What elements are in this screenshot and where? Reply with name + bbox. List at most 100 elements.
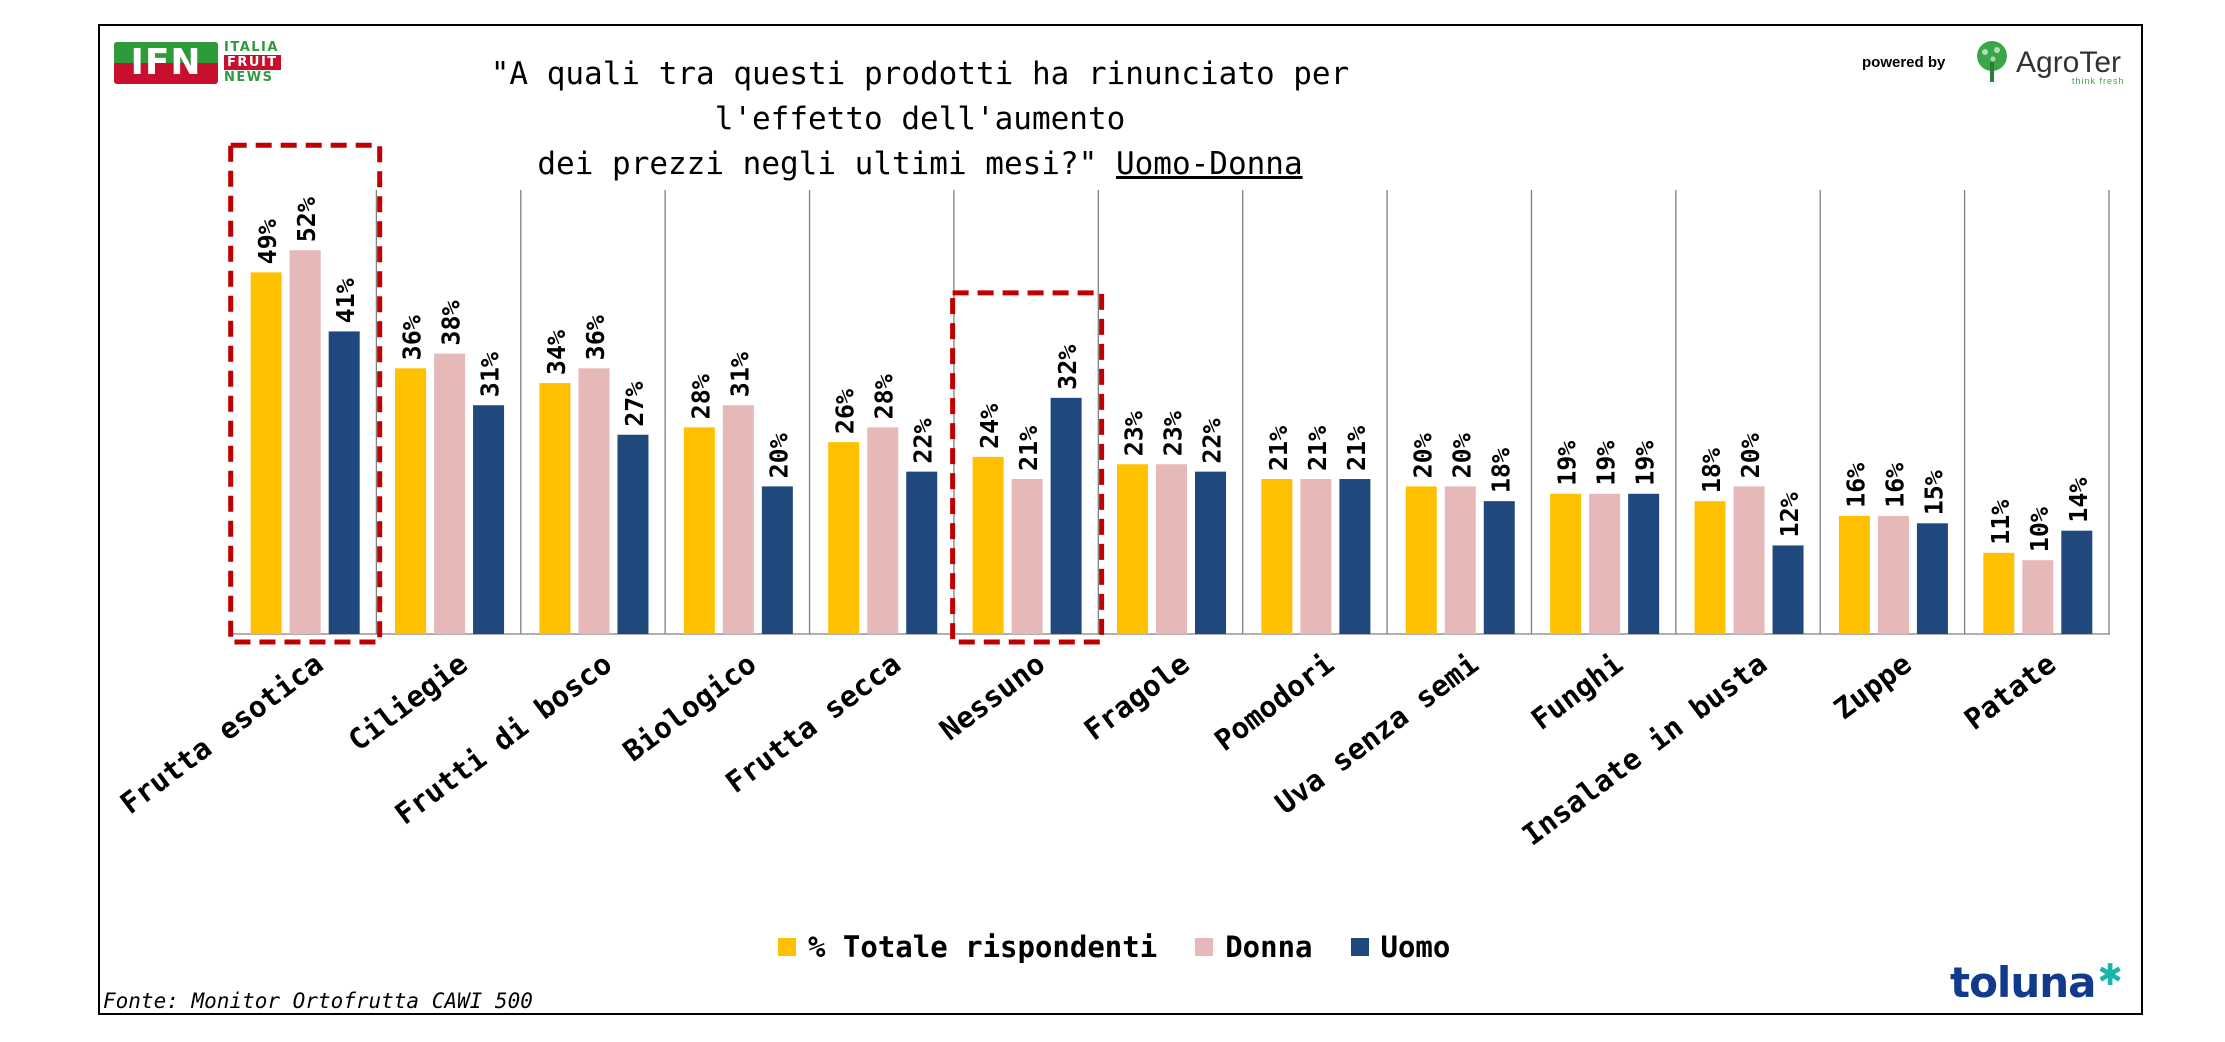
bar-totale	[539, 383, 571, 634]
bar-donna	[867, 427, 899, 634]
bar-donna	[1589, 493, 1621, 634]
data-label: 31%	[725, 352, 754, 397]
category-label: Ciliegie	[342, 646, 474, 757]
data-label: 41%	[331, 278, 360, 323]
data-label: 22%	[909, 418, 938, 463]
data-label: 21%	[1303, 426, 1332, 471]
category-label: Pomodori	[1208, 646, 1340, 757]
data-label: 23%	[1159, 411, 1188, 456]
category-label: Biologico	[617, 646, 763, 768]
data-label: 23%	[1120, 411, 1149, 456]
data-label: 14%	[2064, 478, 2093, 523]
bar-totale	[1838, 515, 1870, 634]
data-label: 52%	[292, 197, 321, 242]
bar-totale	[683, 427, 715, 634]
bar-uomo	[1916, 523, 1948, 634]
data-label: 22%	[1198, 418, 1227, 463]
data-label: 31%	[476, 352, 505, 397]
bar-donna	[1444, 486, 1476, 634]
data-label: 19%	[1553, 441, 1582, 486]
data-label: 26%	[831, 389, 860, 434]
data-label: 15%	[1919, 470, 1948, 515]
chart-title-underlined: Uomo-Donna	[1115, 146, 1303, 182]
legend-swatch-uomo	[1350, 938, 1369, 956]
chart-title-line1: "A quali tra questi prodotti ha rinuncia…	[490, 56, 1350, 137]
data-label: 24%	[975, 404, 1004, 449]
data-label: 21%	[1342, 426, 1371, 471]
legend-swatch-donna	[1195, 938, 1214, 956]
data-label: 28%	[686, 374, 715, 419]
data-label: 10%	[2025, 507, 2054, 552]
bar-totale	[1261, 479, 1293, 634]
category-label: Funghi	[1525, 646, 1629, 736]
category-label: Patate	[1958, 646, 2062, 736]
data-label: 21%	[1014, 426, 1043, 471]
bar-donna	[1300, 479, 1332, 634]
data-label: 49%	[253, 219, 282, 264]
data-label: 20%	[1736, 433, 1765, 478]
data-label: 18%	[1486, 448, 1515, 493]
bar-uomo	[1339, 479, 1371, 634]
bar-donna	[1011, 479, 1043, 634]
bar-uomo	[1628, 493, 1660, 634]
data-label: 12%	[1775, 492, 1804, 537]
bar-totale	[1550, 493, 1582, 634]
data-label: 11%	[1986, 500, 2015, 545]
bar-totale	[1983, 552, 2015, 634]
bar-donna	[578, 368, 610, 634]
bar-donna	[434, 353, 466, 634]
bar-totale	[828, 442, 860, 634]
category-label: Fragole	[1078, 646, 1196, 747]
bar-uomo	[1772, 545, 1804, 634]
data-label: 20%	[764, 433, 793, 478]
star-icon: ✱	[2097, 958, 2122, 993]
legend-label-uomo: Uomo	[1380, 930, 1451, 964]
toluna-logo: toluna✱	[1950, 958, 2123, 1007]
legend-item-uomo: Uomo	[1350, 930, 1451, 964]
legend-label-donna: Donna	[1225, 930, 1313, 964]
bar-uomo	[761, 486, 793, 634]
bar-uomo	[473, 405, 505, 634]
bar-uomo	[1050, 397, 1082, 634]
bar-uomo	[617, 434, 649, 634]
data-label: 36%	[398, 315, 427, 360]
legend-label-totale: % Totale rispondenti	[808, 930, 1158, 964]
legend-swatch-totale	[778, 938, 796, 956]
bar-donna	[289, 250, 321, 635]
data-label: 38%	[437, 300, 466, 345]
data-label: 16%	[1880, 463, 1909, 508]
data-label: 27%	[620, 382, 649, 427]
data-label: 20%	[1447, 433, 1476, 478]
powered-by-label: powered by	[1862, 54, 1946, 71]
bar-uomo	[2061, 530, 2093, 634]
data-label: 28%	[870, 374, 899, 419]
agroter-wordmark: AgroTer	[2016, 46, 2122, 79]
bar-donna	[1877, 515, 1909, 634]
chart-title: "A quali tra questi prodotti ha rinuncia…	[400, 52, 1440, 187]
bar-uomo	[1195, 471, 1226, 634]
data-label: 16%	[1841, 463, 1870, 508]
bar-donna	[2022, 560, 2054, 634]
chart-title-line2: dei prezzi negli ultimi mesi?" Uomo-Donn…	[537, 146, 1303, 182]
category-label: Zuppe	[1827, 646, 1917, 726]
bar-totale	[1405, 486, 1437, 634]
category-label: Nessuno	[933, 646, 1051, 747]
bar-totale	[250, 272, 282, 634]
tree-icon	[1977, 41, 2007, 82]
legend-item-totale: % Totale rispondenti	[778, 930, 1157, 964]
bar-donna	[1156, 464, 1187, 634]
ifn-logo-words: ITALIA FRUIT NEWS	[224, 40, 281, 85]
ifn-logo: IFN ITALIA FRUIT NEWS	[114, 40, 294, 88]
bar-donna	[1733, 486, 1765, 634]
chart-legend: % Totale rispondenti Donna Uomo	[778, 930, 1488, 964]
category-label: Insalate in busta	[1516, 646, 1774, 852]
source-note: Fonte: Monitor Ortofrutta CAWI 500	[103, 989, 533, 1013]
bar-totale	[1117, 464, 1148, 634]
bar-totale	[395, 368, 427, 634]
data-label: 19%	[1631, 441, 1660, 486]
data-label: 21%	[1264, 426, 1293, 471]
agroter-tagline: think fresh	[2072, 76, 2125, 86]
bar-uomo	[1483, 501, 1515, 634]
bar-uomo	[906, 471, 938, 634]
